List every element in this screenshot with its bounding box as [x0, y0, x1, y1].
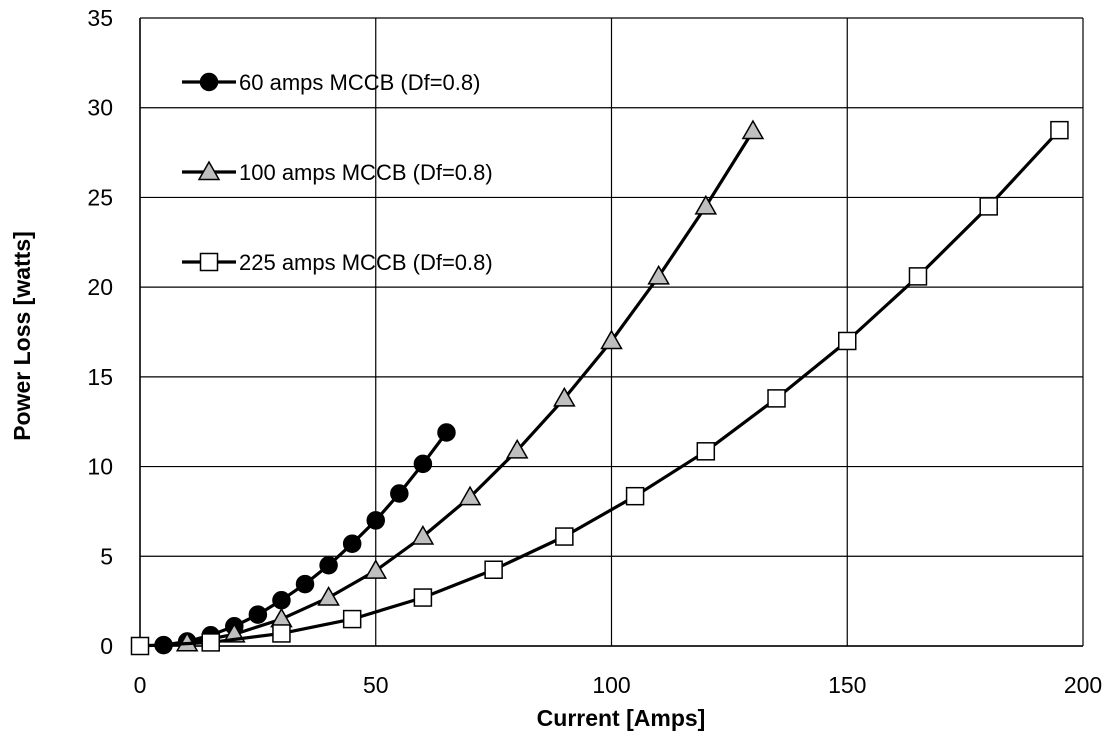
data-point [364, 559, 388, 579]
series-1 [175, 119, 765, 652]
legend-marker [199, 72, 219, 92]
x-tick-label: 200 [1064, 672, 1102, 698]
data-point [411, 525, 435, 545]
legend-marker [199, 252, 219, 272]
legend-entry: 100 amps MCCB (Df=0.8) [182, 160, 493, 185]
data-point [979, 197, 998, 216]
series-0 [154, 423, 456, 655]
series-line [139, 129, 1061, 648]
series-layer [130, 119, 1069, 656]
series-line [186, 130, 755, 645]
x-tick-label: 100 [592, 672, 630, 698]
data-point [767, 389, 786, 408]
y-tick-label: 20 [87, 274, 113, 300]
data-point [838, 331, 857, 351]
y-tick-label: 35 [87, 5, 113, 31]
data-point [553, 386, 576, 407]
series-2 [130, 120, 1069, 656]
data-point [505, 438, 529, 459]
legend-label: 100 amps MCCB (Df=0.8) [239, 160, 493, 185]
data-point [295, 574, 315, 594]
data-point [130, 636, 150, 656]
y-tick-label: 25 [87, 184, 113, 210]
x-tick-label: 0 [134, 672, 147, 698]
x-tick-label: 50 [363, 672, 389, 698]
data-point [272, 590, 291, 610]
data-point [413, 588, 433, 607]
data-point [317, 586, 340, 606]
legend: 60 amps MCCB (Df=0.8) 100 amps MCCB (Df=0… [182, 70, 493, 275]
data-point [319, 556, 338, 575]
legend-entry: 60 amps MCCB (Df=0.8) [182, 70, 480, 95]
legend-label: 60 amps MCCB (Df=0.8) [239, 70, 480, 95]
data-point [484, 560, 503, 579]
data-point [694, 194, 718, 215]
y-tick-label: 10 [87, 454, 113, 480]
data-point [908, 267, 928, 286]
data-point [248, 605, 268, 624]
x-tick-label: 150 [828, 672, 866, 698]
y-tick-label: 0 [100, 633, 113, 659]
data-point [413, 454, 433, 474]
series-line [163, 431, 448, 647]
data-point [270, 607, 293, 628]
data-point [201, 633, 220, 652]
y-tick-label: 5 [100, 543, 113, 569]
legend-entry: 225 amps MCCB (Df=0.8) [182, 250, 493, 275]
data-point [1050, 120, 1069, 140]
data-point [555, 527, 574, 546]
data-point [272, 624, 291, 643]
axes [139, 18, 1083, 647]
legend-marker [197, 160, 221, 181]
x-axis-title: Current [Amps] [537, 705, 706, 731]
y-tick-label: 30 [87, 95, 113, 121]
data-point [437, 423, 456, 442]
data-point [342, 609, 362, 629]
y-tick-label: 15 [87, 364, 113, 390]
legend-label: 225 amps MCCB (Df=0.8) [239, 250, 493, 275]
data-point [600, 329, 623, 350]
data-point [696, 442, 716, 461]
data-point [625, 486, 645, 506]
data-point [342, 534, 362, 553]
data-point [390, 484, 409, 503]
data-point [458, 485, 482, 506]
y-axis-title: Power Loss [watts] [9, 231, 35, 441]
data-point [741, 119, 765, 140]
data-point [366, 511, 385, 530]
data-point [647, 264, 670, 285]
y-tick-labels: 0 5 10 15 20 25 30 35 [87, 5, 113, 659]
x-tick-labels: 0 50 100 150 200 [134, 672, 1103, 698]
